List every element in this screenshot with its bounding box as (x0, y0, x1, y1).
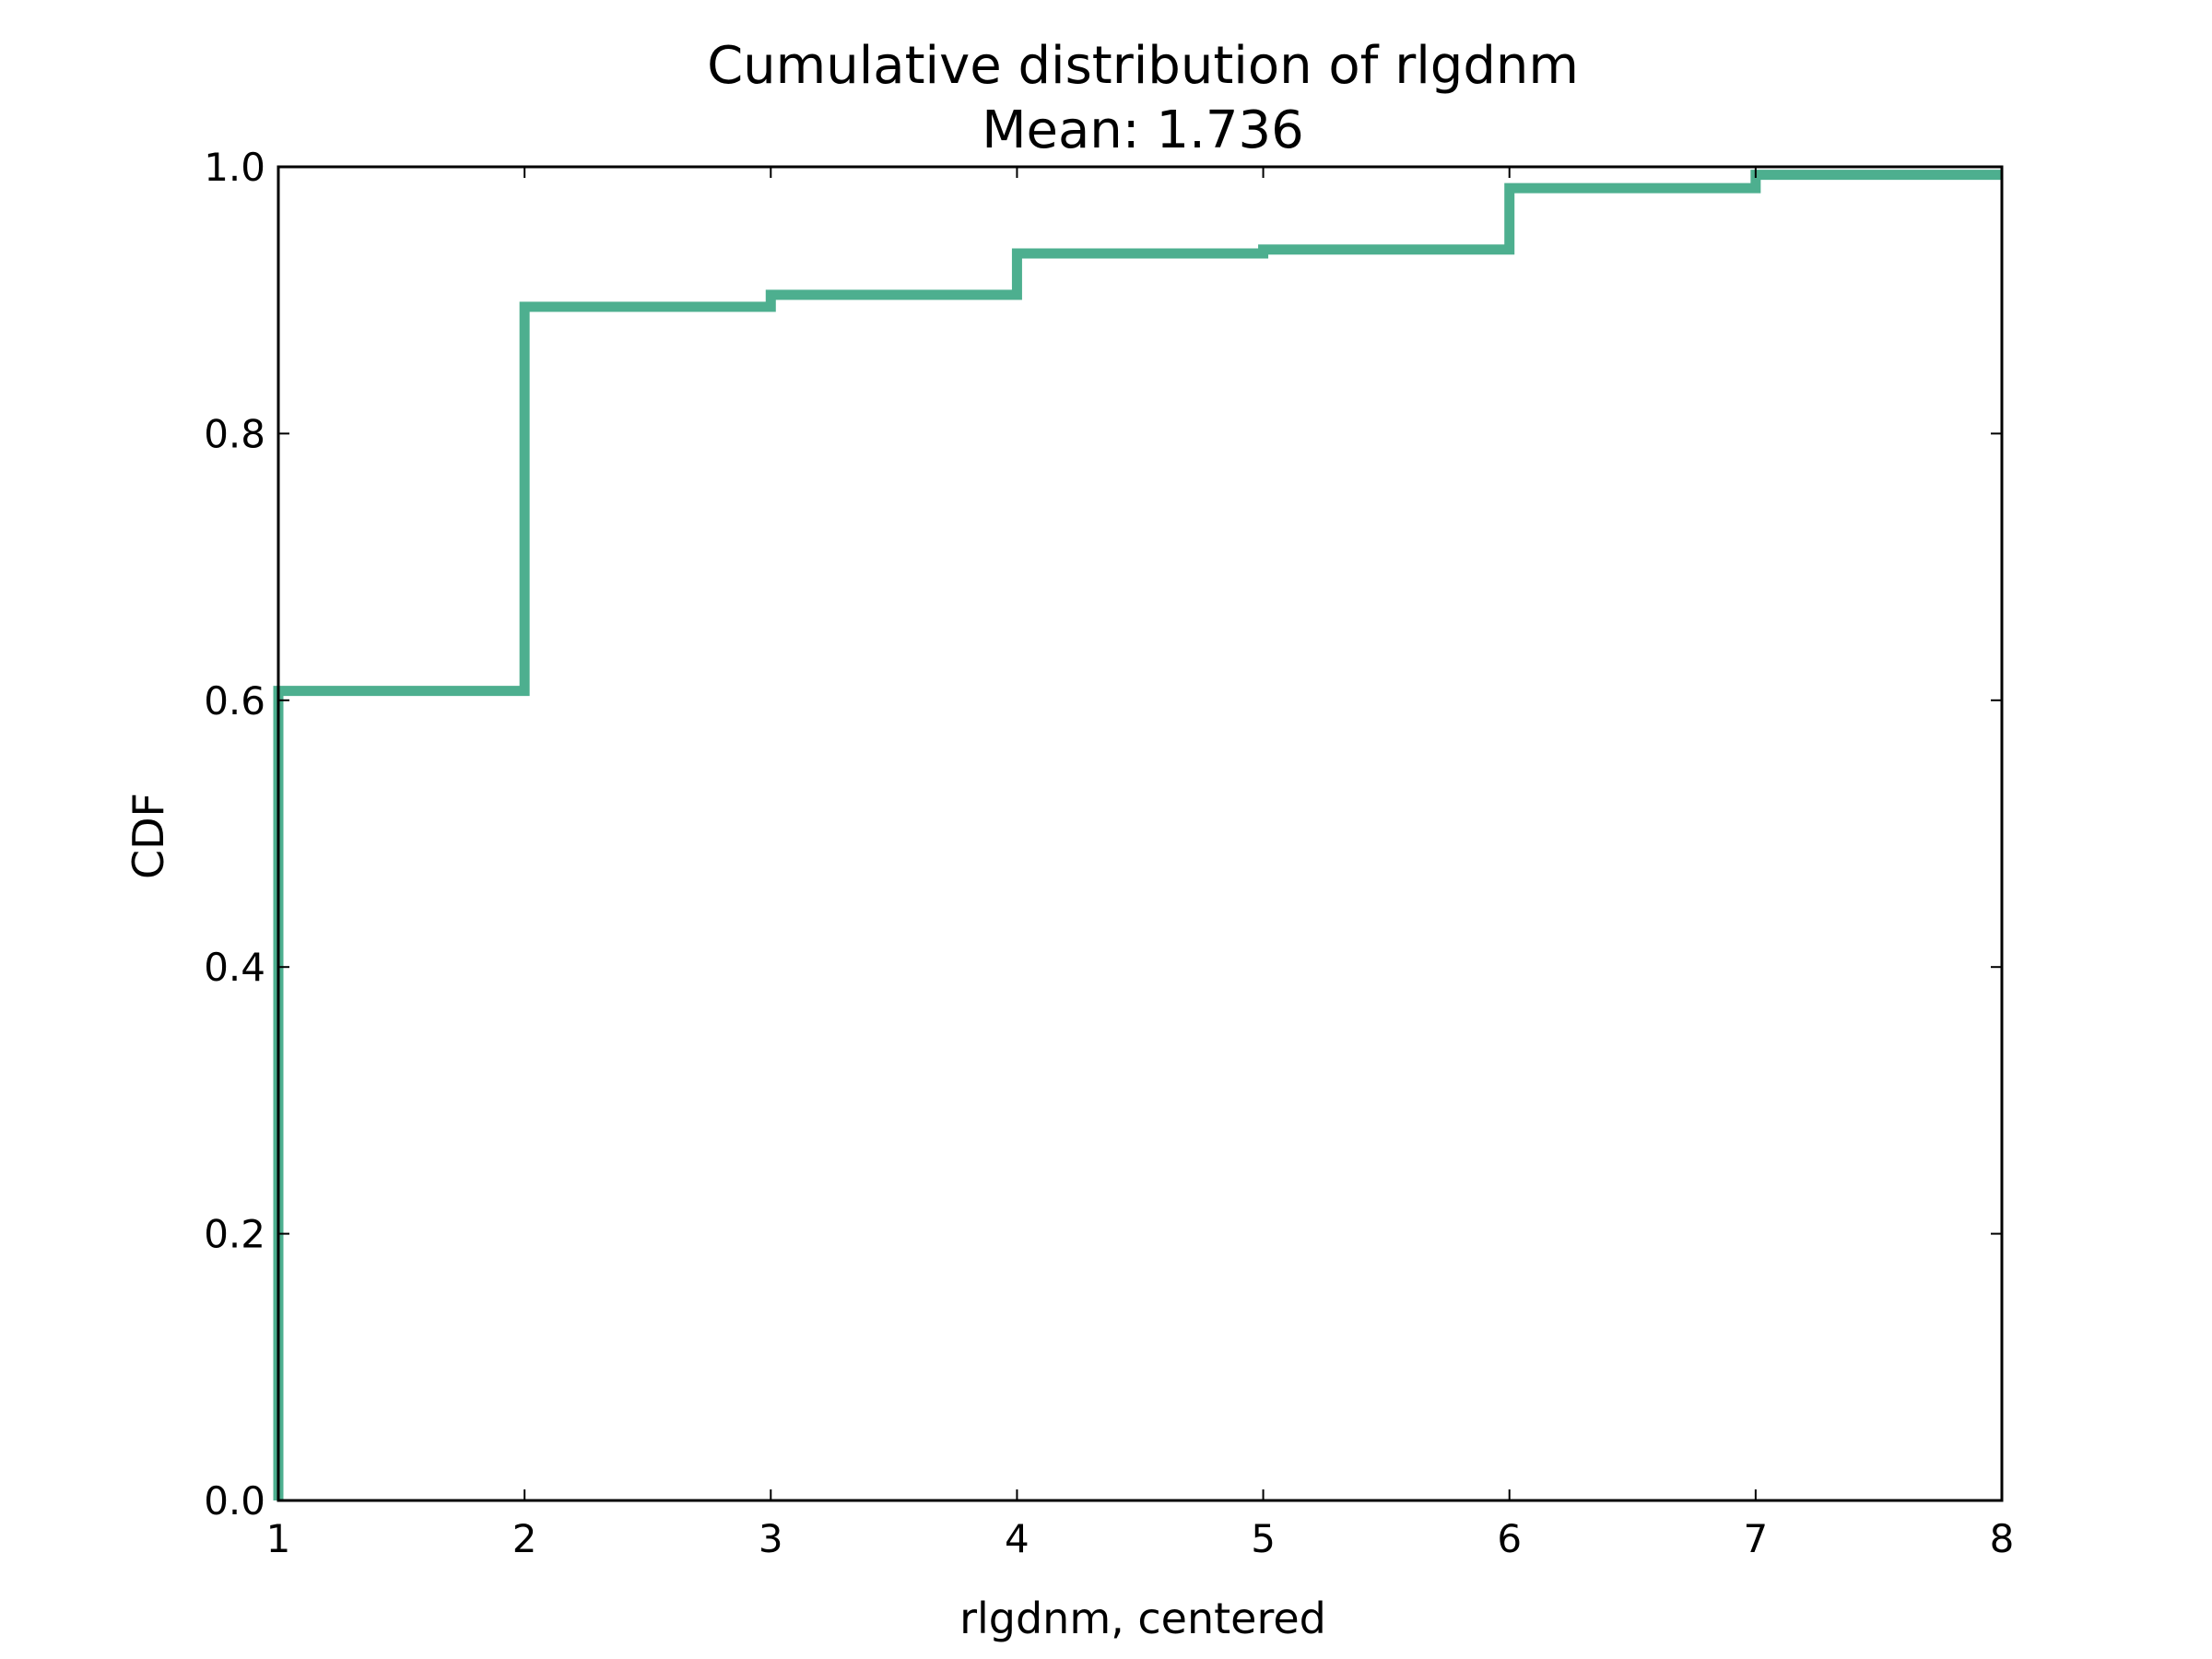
y-tick-label: 0.0 (204, 1478, 265, 1524)
x-tick-label: 2 (512, 1516, 537, 1561)
plot-area (273, 165, 2004, 1502)
chart-title: Cumulative distribution of rlgdnm (707, 36, 1579, 96)
x-tick-label: 3 (759, 1516, 783, 1561)
y-tick-label: 1.0 (204, 145, 265, 190)
chart-subtitle: Mean: 1.736 (982, 100, 1304, 160)
y-tick-label: 0.4 (204, 945, 265, 990)
y-axis-ticks: 0.0 0.2 0.4 0.6 0.8 1.0 (204, 145, 2002, 1524)
x-axis-ticks: 1 2 3 4 5 6 7 8 (266, 167, 2015, 1561)
y-tick-label: 0.6 (204, 678, 265, 724)
y-tick-label: 0.2 (204, 1212, 265, 1257)
y-axis-label: CDF (124, 793, 173, 879)
x-tick-label: 7 (1743, 1516, 1768, 1561)
x-tick-label: 6 (1497, 1516, 1522, 1561)
x-tick-label: 1 (266, 1516, 291, 1561)
y-tick-label: 0.8 (204, 411, 265, 456)
plot-frame (276, 165, 2004, 1502)
x-tick-label: 4 (1005, 1516, 1030, 1561)
x-axis-label: rlgdnm, centered (959, 1594, 1326, 1643)
cdf-line (273, 170, 2002, 1500)
x-tick-label: 8 (1990, 1516, 2015, 1561)
x-tick-label: 5 (1251, 1516, 1276, 1561)
